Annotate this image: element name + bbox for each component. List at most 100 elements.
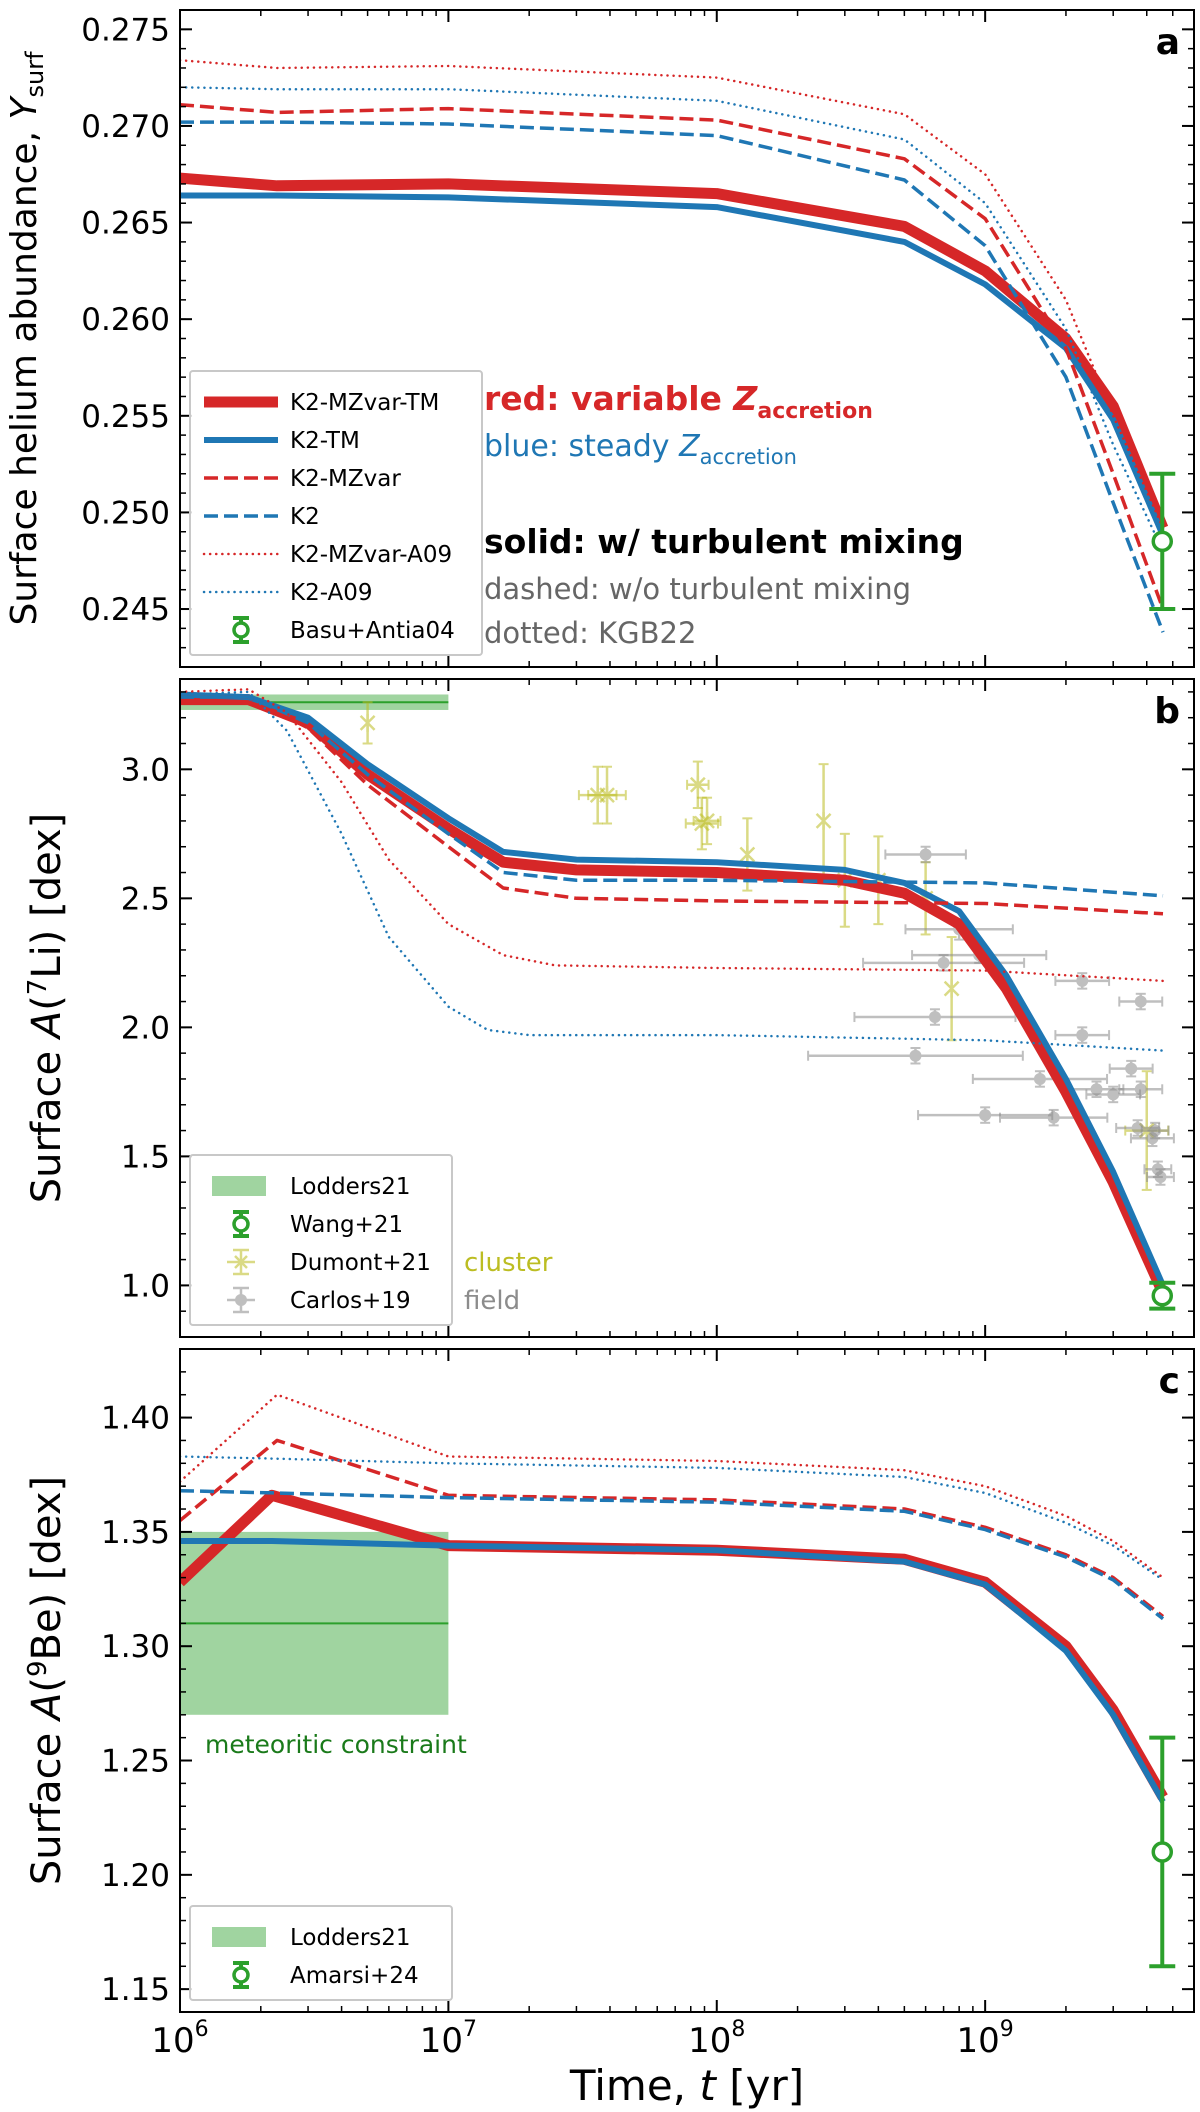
annotation-solid: solid: w/ turbulent mixing — [484, 522, 964, 561]
point-Basu+Antia04 — [1149, 471, 1176, 612]
point-Wang+21 — [1149, 1280, 1176, 1311]
y-label-superscript: 7 — [23, 979, 53, 996]
x-axis-label: Time, t [yr] — [569, 2061, 804, 2110]
y-label-text: Surface — [24, 1720, 70, 1885]
dot-marker — [909, 1049, 922, 1062]
series-line-K2-MZvar-A09 — [180, 58, 1165, 530]
legend-dot-marker — [235, 1294, 247, 1306]
dot-marker — [919, 848, 932, 861]
legend-marker — [232, 616, 250, 644]
dot-marker — [1134, 995, 1147, 1008]
x-tick-label: 107 — [420, 2017, 477, 2061]
series-line-K2-MZvar — [180, 695, 1164, 916]
dot-marker — [1131, 1121, 1144, 1134]
data-point-Carlos+19 — [1140, 1121, 1170, 1140]
series-line-K2-A09 — [180, 690, 1165, 1052]
legend-label: K2-MZvar — [290, 466, 401, 492]
dot-marker — [979, 1109, 992, 1122]
legend: Lodders21 Amarsi+24 — [189, 1905, 453, 2001]
series-line-K2 — [180, 120, 1165, 633]
y-label-symbol: A — [24, 1011, 70, 1041]
data-point-Carlos+19 — [998, 1108, 1109, 1127]
axes-frame — [179, 678, 1195, 1338]
x-label-unit: [yr] — [716, 2061, 804, 2110]
legend-entry: Basu+Antia04 — [232, 616, 455, 644]
data-point-Dumont+21 — [686, 760, 710, 810]
series-line-K2 — [180, 695, 1164, 898]
x-tick-base: 10 — [688, 2021, 731, 2061]
legend-marker — [232, 1961, 250, 1989]
y-tick-label: 0.250 — [81, 495, 170, 531]
y-label-paren: ) — [24, 930, 70, 946]
annotation-red-symbol: Z — [732, 379, 758, 418]
legend-label: Carlos+19 — [290, 1288, 411, 1314]
series-line-K2 — [180, 1488, 1165, 1621]
y-axis-label: Surface A(9Be) [dex] — [23, 1476, 70, 1885]
x-marker — [599, 786, 615, 805]
y-label-paren: ( — [24, 1677, 70, 1693]
panel-b: 1.0 1.5 2.0 2.5 3.0 b Surface A(7Li) [dex] Lodd… — [23, 678, 1195, 1338]
y-tick-label: 1.35 — [101, 1515, 170, 1551]
circle-marker — [1151, 1284, 1174, 1307]
legend-label: K2-TM — [290, 428, 360, 454]
annotation-blue-text: blue: steady — [484, 429, 679, 464]
series-line-K2-MZvar-A09 — [180, 688, 1165, 983]
y-tick-label: 3.0 — [121, 752, 170, 788]
dot-marker — [1125, 1062, 1138, 1075]
data-point-Carlos+19 — [1146, 1168, 1175, 1186]
x-marker — [689, 775, 706, 794]
y-tick-label: 1.40 — [101, 1401, 170, 1437]
dot-marker — [937, 956, 950, 969]
annotation-dotted: dotted: KGB22 — [484, 616, 696, 650]
series-line-K2-MZvar — [180, 102, 1165, 610]
legend-label: Lodders21 — [290, 1174, 411, 1200]
series-line-K2-MZvar-TM — [180, 172, 1169, 530]
y-tick-label: 1.25 — [101, 1744, 170, 1780]
legend-circle-marker — [232, 621, 250, 639]
panel-label: a — [1156, 22, 1180, 63]
legend-entry: Dumont+21 cluster — [227, 1248, 553, 1278]
annotation-red: red: variable Zaccretion — [484, 379, 873, 424]
legend-entry: K2-MZvar — [204, 466, 401, 492]
annotations: red: variable Zaccretion blue: steady Zac… — [484, 379, 964, 650]
dot-marker — [1134, 1083, 1147, 1096]
x-label-symbol: t — [699, 2061, 717, 2110]
annotation-dashed: dashed: w/o turbulent mixing — [484, 572, 911, 606]
data-point-Dumont+21 — [587, 765, 627, 825]
data-point-Carlos+19 — [1054, 1026, 1111, 1044]
y-label-element: Li — [24, 945, 70, 978]
legend-label: Amarsi+24 — [290, 1963, 419, 1989]
x-tick-exponent: 9 — [1000, 2017, 1014, 2042]
y-label-symbol: A — [24, 1693, 70, 1723]
y-tick-label: 1.30 — [101, 1629, 170, 1665]
series-line-K2-A09 — [180, 1455, 1165, 1582]
dot-marker — [1149, 1124, 1162, 1137]
scatter-Carlos+19 — [807, 845, 1175, 1186]
x-tick-label: 108 — [688, 2017, 745, 2061]
legend-circle-marker — [232, 1215, 250, 1233]
legend-label: Dumont+21 — [290, 1250, 431, 1276]
plot-area — [180, 58, 1176, 633]
y-tick-label: 0.255 — [81, 399, 170, 435]
legend-label: Basu+Antia04 — [290, 618, 455, 644]
y-tick-label: 0.260 — [81, 302, 170, 338]
y-label-subscript: surf — [21, 51, 49, 98]
legend-entry: K2-A09 — [202, 580, 373, 606]
x-tick-label: 106 — [151, 2017, 208, 2061]
legend-side-label: cluster — [464, 1248, 553, 1278]
data-point-Carlos+19 — [1118, 1080, 1164, 1099]
legend-circle-marker — [232, 1966, 250, 1984]
y-tick-label: 1.5 — [121, 1139, 170, 1175]
x-marker — [359, 713, 376, 732]
data-point-Carlos+19 — [917, 1106, 1054, 1124]
series-line-K2-MZvar — [180, 1438, 1165, 1618]
legend-box — [189, 1905, 453, 2001]
data-point-Dumont+21 — [359, 701, 376, 745]
y-tick-label: 0.245 — [81, 592, 170, 628]
x-marker — [815, 811, 832, 830]
legend-label: K2-A09 — [290, 580, 373, 606]
y-axis-label: Surface helium abundance, Ysurf — [4, 51, 49, 626]
panel-a: 0.245 0.250 0.255 0.260 0.265 0.270 0.275 a Surf… — [4, 9, 1195, 668]
plot-area — [180, 1393, 1176, 1969]
annotation-red-subscript: accretion — [757, 399, 873, 424]
